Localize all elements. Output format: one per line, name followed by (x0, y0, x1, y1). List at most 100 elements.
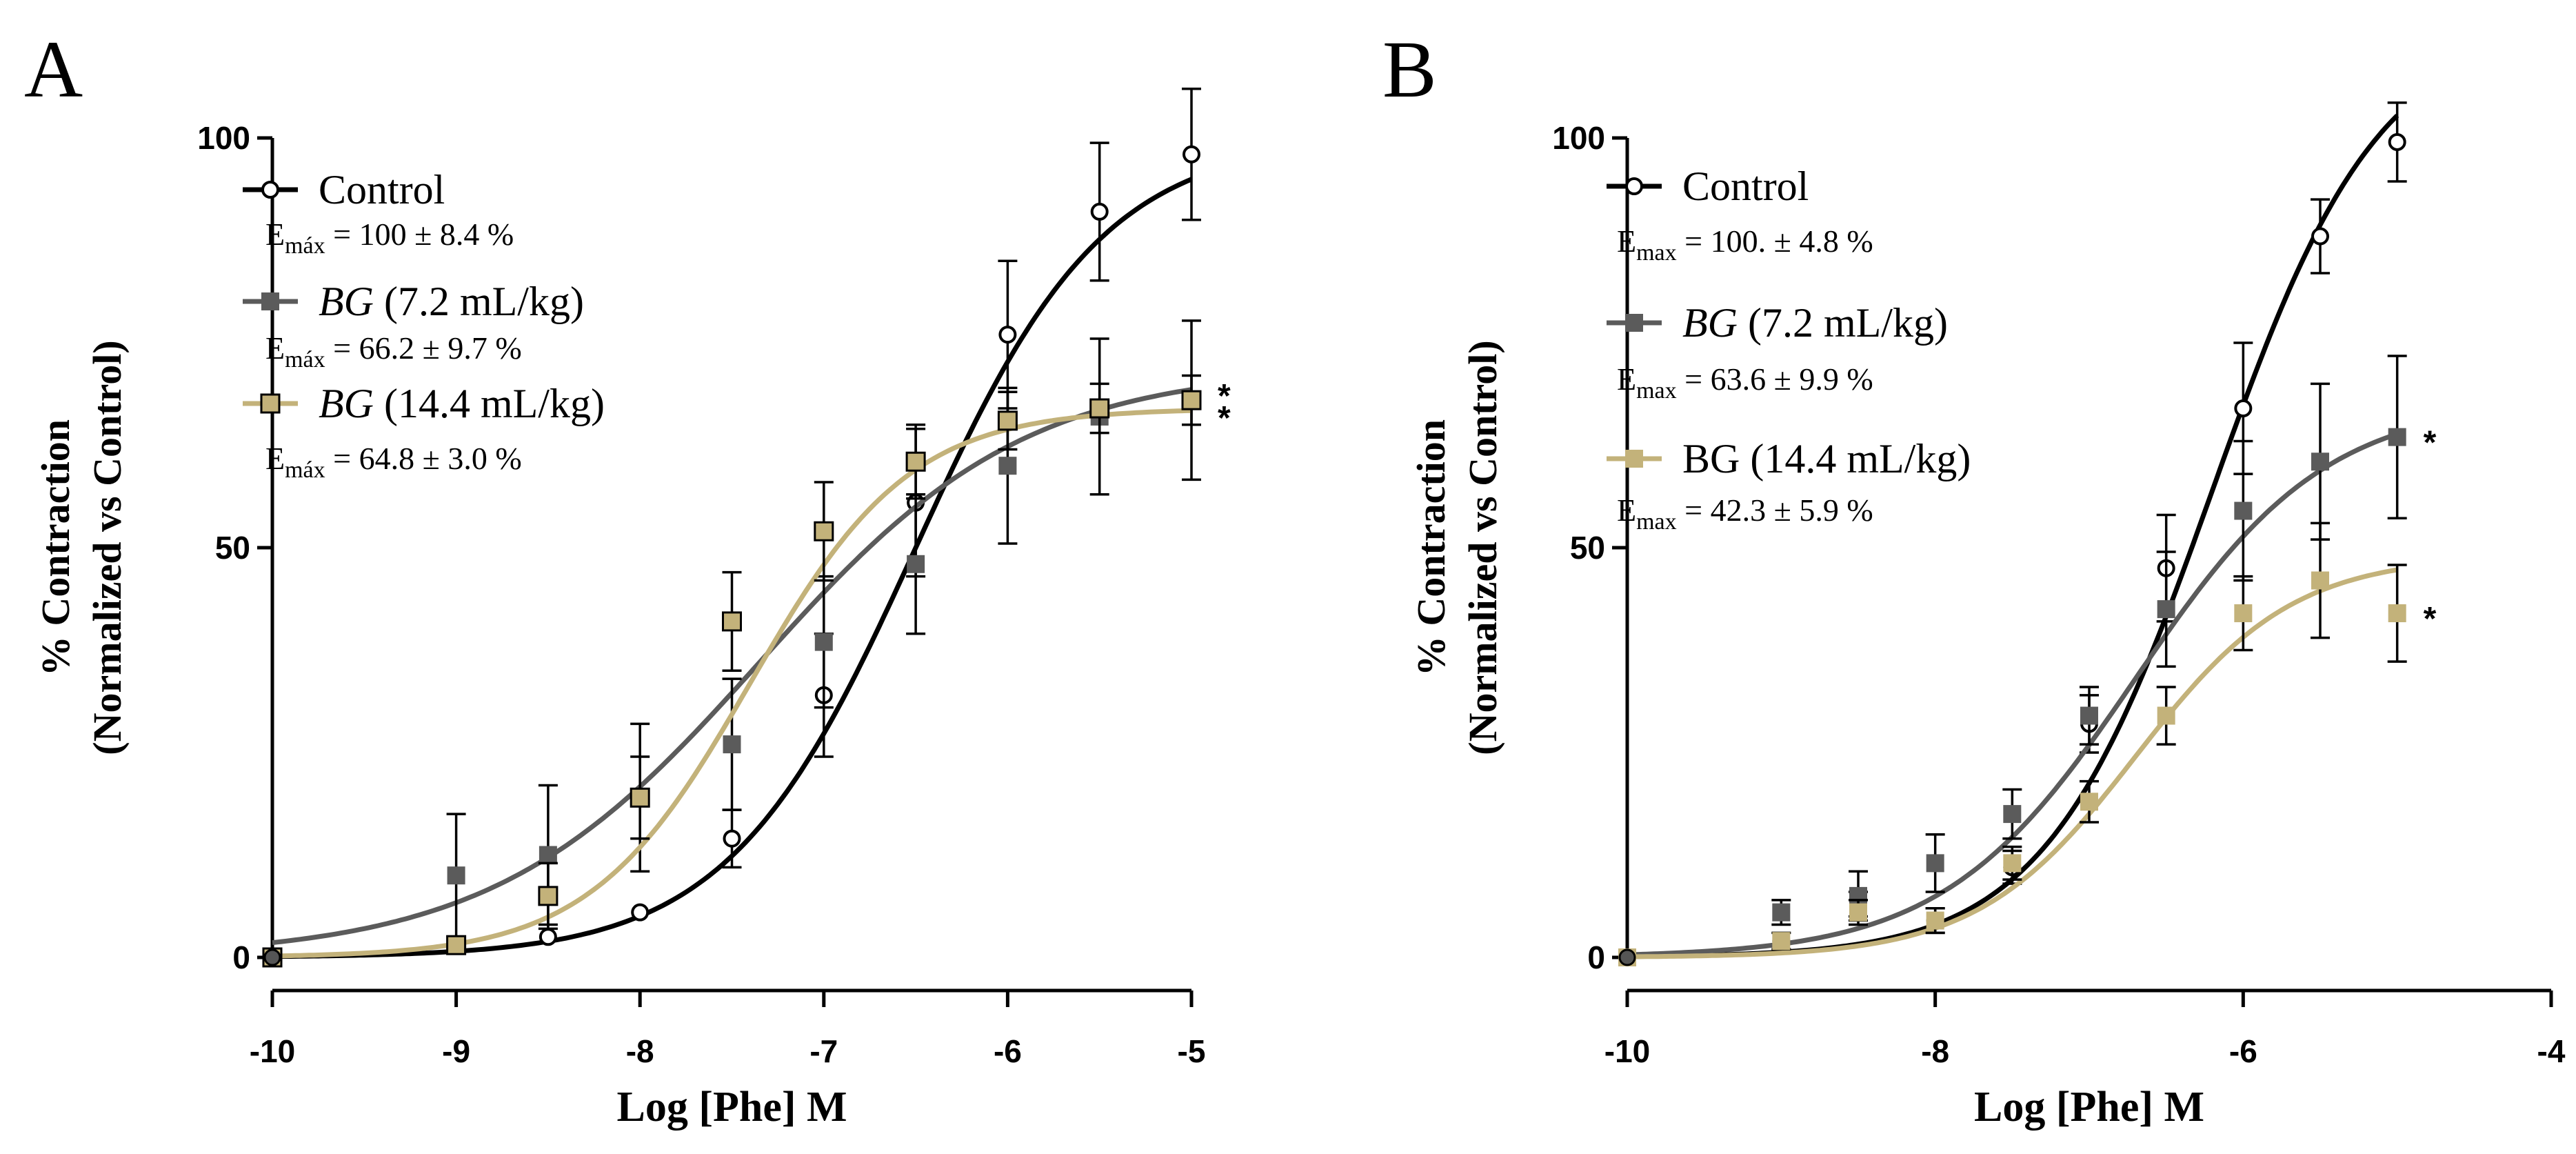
emax-annotation: Emáx = 100 ± 8.4 % (265, 217, 514, 259)
x-tick-label: -4 (2537, 1033, 2566, 1069)
data-point (631, 903, 650, 922)
y-tick-label: 0 (1587, 939, 1605, 975)
x-tick-label: -5 (1178, 1033, 1206, 1069)
data-point (998, 326, 1017, 344)
legend-label-text: BG (14.4 mL/kg) (1682, 436, 1971, 481)
x-axis-title: Log [Phe] M (616, 1084, 847, 1131)
series-2: * (262, 374, 1231, 968)
data-point (2388, 132, 2406, 151)
data-point (2003, 854, 2022, 873)
emax-value: = 66.2 ± 9.7 % (325, 330, 522, 366)
data-point (2157, 706, 2175, 725)
legend-marker (1625, 314, 1643, 332)
data-point (1090, 202, 1109, 221)
data-point (2080, 706, 2098, 725)
series-1: * (1618, 355, 2437, 966)
y-tick-label: 0 (232, 939, 250, 975)
legend-item: BG (14.4 mL/kg) (243, 381, 605, 426)
data-point (2234, 501, 2253, 520)
data-point (998, 457, 1017, 475)
legend-label-italic: BG (319, 279, 374, 324)
legend-marker (261, 292, 279, 310)
emax-symbol: E (1617, 493, 1636, 528)
data-point (814, 633, 833, 651)
data-point (905, 451, 926, 472)
data-point (1772, 903, 1791, 922)
emax-symbol: E (1617, 361, 1636, 397)
legend-item: Control (1607, 163, 1809, 209)
data-point (630, 787, 650, 808)
emax-value: = 100. ± 4.8 % (1677, 223, 1873, 259)
legend-label: Control (319, 167, 445, 212)
legend-item: Control (243, 167, 445, 212)
fit-curve (1627, 567, 2398, 959)
x-axis-title: Log [Phe] M (1974, 1084, 2204, 1131)
y-tick-label: 50 (215, 530, 250, 566)
significance-star: * (2424, 601, 2437, 637)
x-tick-label: -10 (1604, 1033, 1650, 1069)
emax-value: = 42.3 ± 5.9 % (1677, 493, 1873, 528)
legend-label-text: (7.2 mL/kg) (1738, 300, 1948, 346)
fit-curve (272, 408, 1192, 959)
legend-label-italic: BG (1682, 300, 1738, 346)
emax-annotation: Emax = 100. ± 4.8 % (1617, 223, 1873, 266)
x-tick-label: -6 (2229, 1033, 2257, 1069)
y-axis-title-sub: (Normalized vs Control) (1460, 340, 1505, 755)
data-point (539, 928, 557, 946)
legend-label-italic: BG (319, 381, 374, 426)
emax-symbol: E (265, 330, 285, 366)
legend-label: Control (1682, 163, 1809, 209)
emax-annotation: Emax = 42.3 ± 5.9 % (1617, 493, 1873, 535)
data-point (907, 555, 925, 573)
legend-marker (261, 181, 279, 199)
legend-marker (1625, 177, 1643, 195)
data-point (1183, 145, 1200, 163)
data-point (1926, 911, 1944, 930)
data-point (2003, 805, 2022, 824)
emax-symbol: E (1617, 223, 1636, 259)
emax-symbol: E (265, 217, 285, 252)
x-tick-label: -7 (809, 1033, 838, 1069)
x-tick-label: -10 (250, 1033, 295, 1069)
data-point (539, 846, 557, 864)
legend-label-text: Control (1682, 163, 1809, 209)
x-tick-label: -6 (994, 1033, 1022, 1069)
emax-symbol: E (265, 441, 285, 476)
axes: 0 50 100 -10 -9 -8 -7 -6 -5 (197, 120, 1205, 1069)
data-point (814, 521, 834, 541)
x-tick-label: -8 (1921, 1033, 1949, 1069)
data-point (722, 611, 742, 632)
data-point (1849, 903, 1867, 922)
y-axis-title: % Contraction (1409, 419, 1453, 676)
data-point (2311, 227, 2329, 246)
axes: 0 50 100 -10 -8 -6 -4 (1552, 120, 2566, 1069)
data-point (1772, 932, 1791, 951)
y-tick-label: 100 (197, 120, 250, 156)
y-tick-label: 100 (1552, 120, 1605, 156)
legend-label: BG (7.2 mL/kg) (319, 279, 584, 324)
emax-value: = 100 ± 8.4 % (325, 217, 514, 252)
series-2: * (1618, 521, 2437, 966)
y-axis-title-sub: (Normalized vs Control) (85, 340, 130, 755)
data-point (2311, 452, 2329, 471)
legend-label: BG (14.4 mL/kg) (1682, 436, 1971, 481)
emax-subscript: max (1636, 509, 1677, 535)
legend-marker (260, 393, 281, 414)
x-tick-label: -9 (442, 1033, 470, 1069)
legend-label-text: (7.2 mL/kg) (374, 279, 584, 324)
legend-item: BG (7.2 mL/kg) (1607, 300, 1948, 346)
emax-subscript: max (1636, 240, 1677, 266)
significance-star: * (1218, 400, 1231, 437)
emax-annotation: Emáx = 66.2 ± 9.7 % (265, 330, 522, 372)
emax-subscript: máx (285, 457, 325, 483)
data-point (723, 829, 741, 848)
emax-subscript: max (1636, 378, 1677, 404)
data-point (2234, 399, 2253, 418)
emax-value: = 63.6 ± 9.9 % (1677, 361, 1873, 397)
y-tick-label: 50 (1570, 530, 1605, 566)
emax-value: = 64.8 ± 3.0 % (325, 441, 522, 476)
significance-star: * (2424, 425, 2437, 461)
legend-marker (1625, 450, 1643, 468)
emax-subscript: máx (285, 233, 325, 259)
